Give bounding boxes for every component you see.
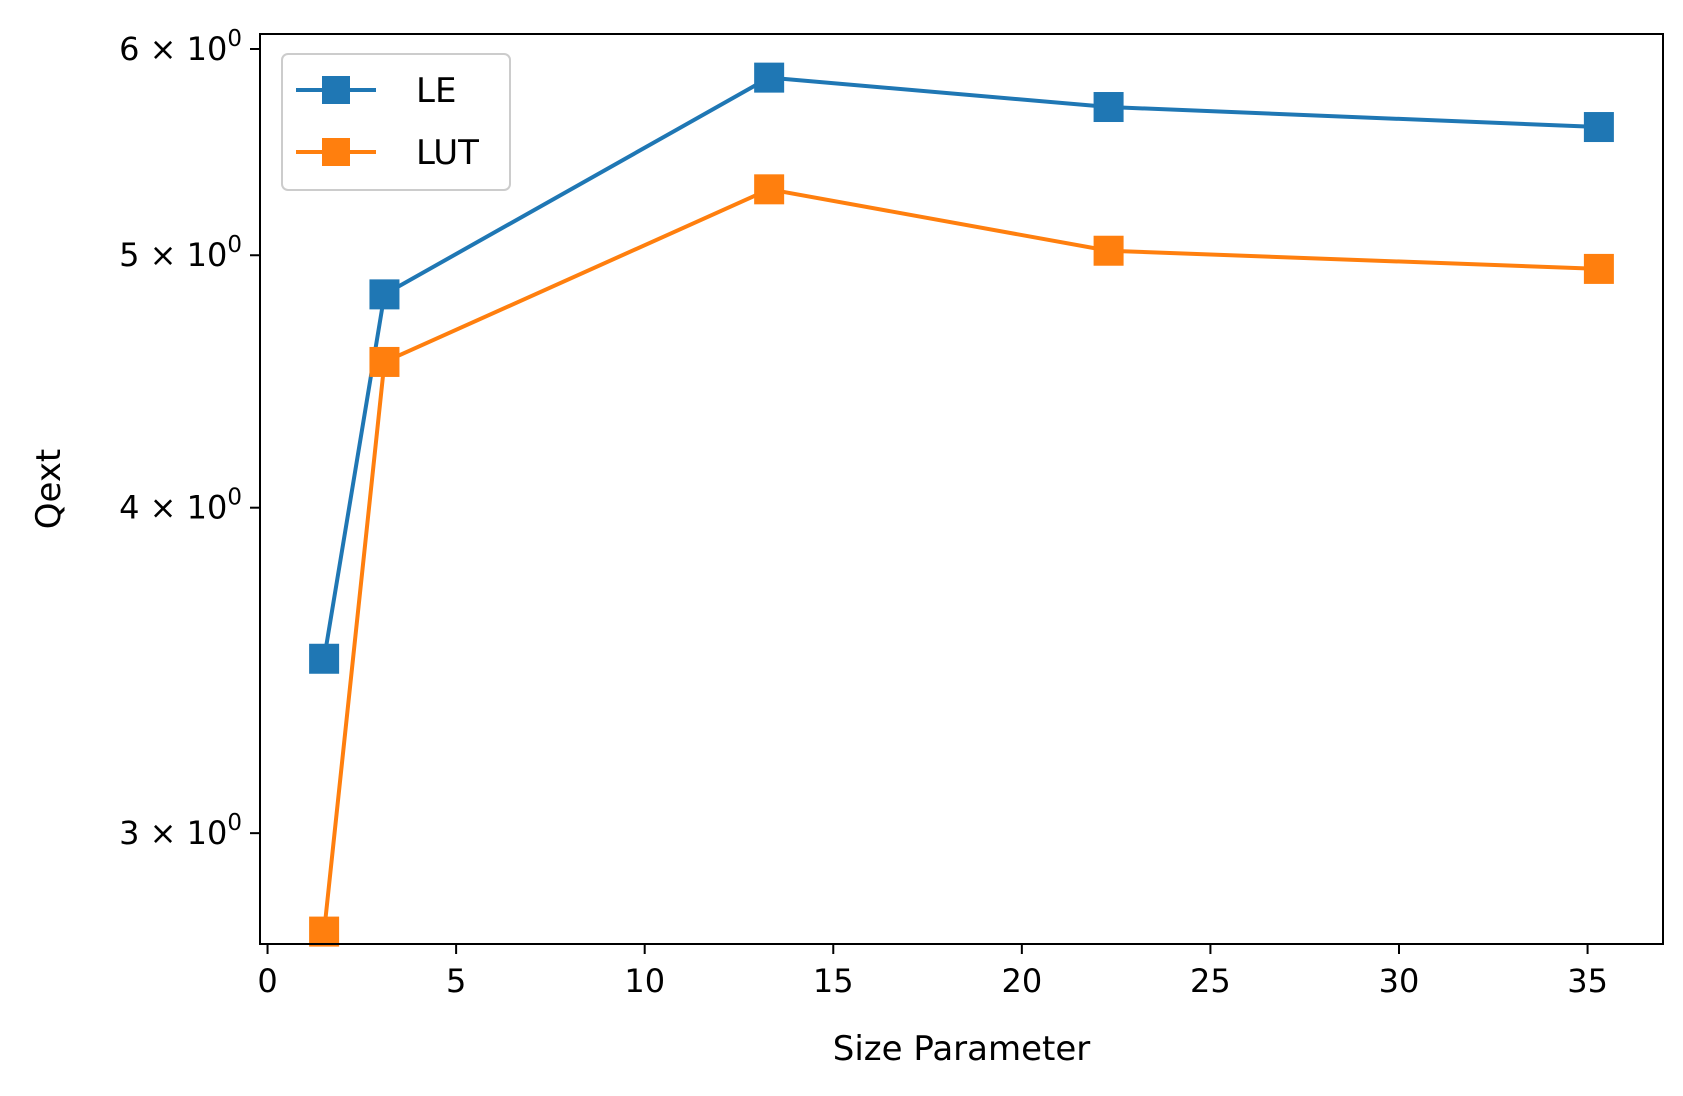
legend-swatch-marker [322, 76, 350, 104]
x-tick-label: 15 [813, 962, 854, 1000]
data-point-lut [1583, 253, 1614, 284]
y-tick-label: 6 × 100 [119, 26, 242, 68]
x-tick-label: 10 [624, 962, 665, 1000]
series-layer [309, 62, 1614, 947]
y-tick-label: 3 × 100 [119, 810, 242, 852]
data-point-le [754, 62, 785, 93]
x-tick-label: 30 [1379, 962, 1420, 1000]
data-point-lut [1093, 235, 1124, 266]
x-tick-label: 5 [446, 962, 466, 1000]
data-point-lut [754, 174, 785, 205]
x-tick-label: 20 [1001, 962, 1042, 1000]
data-point-le [1583, 112, 1614, 143]
x-axis: 0 5 10 15 20 25 30 35 [257, 944, 1608, 1000]
data-point-lut [309, 916, 340, 947]
y-axis-label: Qext [29, 449, 69, 530]
x-axis-label: Size Parameter [833, 1029, 1091, 1069]
data-point-lut [369, 346, 400, 377]
x-tick-label: 0 [257, 962, 277, 1000]
data-point-le [369, 279, 400, 310]
data-point-le [309, 643, 340, 674]
legend-swatch-marker [322, 138, 350, 166]
legend-label-lut: LUT [416, 133, 479, 173]
x-tick-label: 25 [1190, 962, 1231, 1000]
x-tick-label: 35 [1567, 962, 1608, 1000]
plot-frame [259, 33, 1664, 945]
legend: LE LUT [281, 53, 511, 191]
data-point-le [1093, 92, 1124, 123]
y-axis: 3 × 100 4 × 100 5 × 100 6 × 100 [119, 26, 260, 852]
y-tick-label: 5 × 100 [119, 232, 242, 274]
legend-label-le: LE [416, 71, 456, 111]
y-tick-label: 4 × 100 [119, 485, 242, 527]
